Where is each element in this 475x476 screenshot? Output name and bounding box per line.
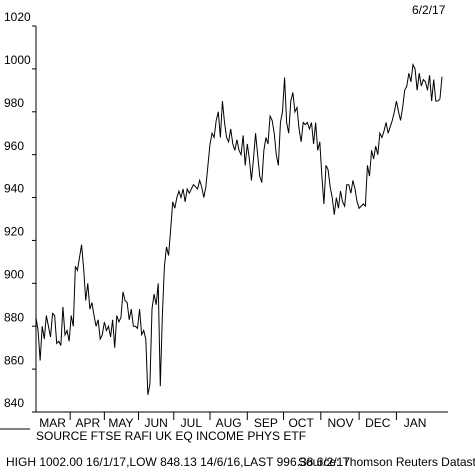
- stats: HIGH 1002.00 16/1/17,LOW 848.13 14/6/16,…: [6, 455, 350, 469]
- y-tick-label: 920: [4, 225, 24, 239]
- chart-date: 6/2/17: [412, 3, 446, 17]
- x-tick-label: APR: [75, 416, 100, 430]
- x-tick-label: NOV: [327, 416, 353, 430]
- source-label: SOURCE FTSE RAFI UK EQ INCOME PHYS ETF: [36, 429, 306, 443]
- x-tick-label: AUG: [216, 416, 242, 430]
- x-tick-label: OCT: [288, 416, 314, 430]
- y-tick-label: 1000: [4, 53, 31, 67]
- y-tick-label: 880: [4, 310, 24, 324]
- x-tick-label: SEP: [254, 416, 278, 430]
- x-tick-label: JAN: [404, 416, 427, 430]
- y-tick-label: 840: [4, 396, 24, 410]
- x-tick-label: MAY: [108, 416, 133, 430]
- y-tick-label: 900: [4, 268, 24, 282]
- x-tick-label: DEC: [365, 416, 391, 430]
- credit: Source: Thomson Reuters Datastream: [298, 455, 475, 469]
- y-tick-label: 1020: [4, 10, 31, 24]
- x-tick-label: JUL: [181, 416, 203, 430]
- y-tick-label: 980: [4, 96, 24, 110]
- y-tick-label: 960: [4, 139, 24, 153]
- y-tick-label: 860: [4, 353, 24, 367]
- x-tick-label: JUN: [144, 416, 167, 430]
- y-tick-label: 940: [4, 182, 24, 196]
- price-line: [35, 62, 443, 395]
- x-tick-label: MAR: [39, 416, 66, 430]
